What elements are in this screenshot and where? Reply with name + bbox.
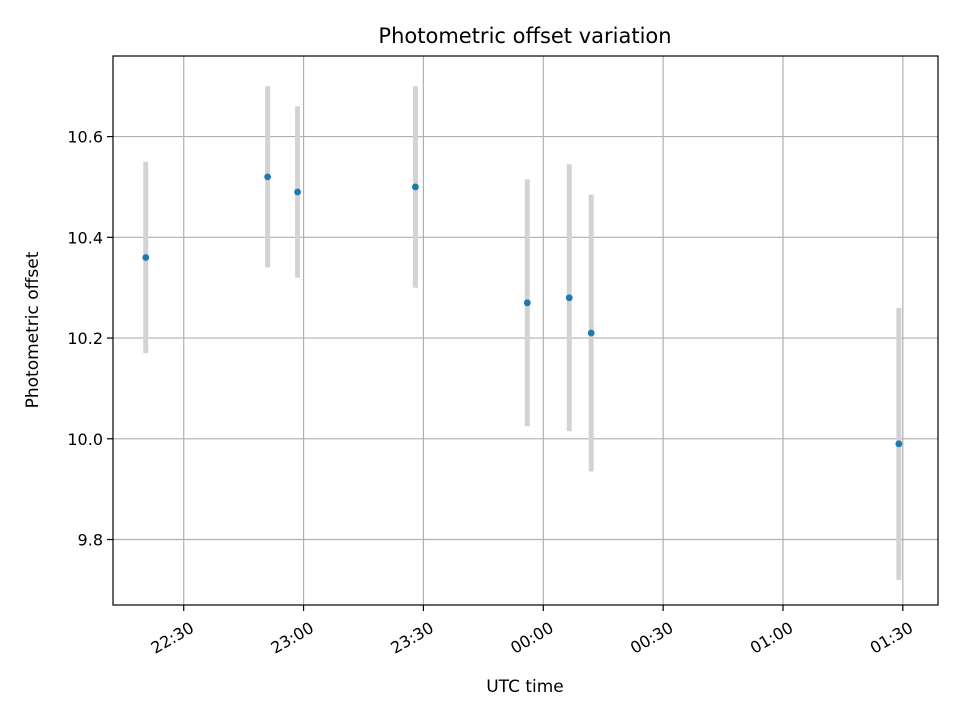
y-axis-ticks: 9.8 10.0 10.2 10.4 10.6 [67,128,113,550]
data-point [587,329,595,337]
data-point [895,440,903,448]
y-axis-label: Photometric offset [23,251,43,408]
x-axis-label: UTC time [486,677,564,697]
point-layer [142,173,903,448]
plot-frame [112,55,939,606]
y-tick-label: 10.0 [67,430,103,449]
y-tick-label: 10.6 [67,128,103,147]
y-tick-label: 10.2 [67,329,103,348]
data-point [565,294,573,302]
chart-title: Photometric offset variation [378,24,671,48]
data-point [412,183,419,191]
y-tick-label: 10.4 [67,228,103,247]
grid-layer [113,56,938,605]
data-point [264,173,272,181]
data-point [294,188,301,196]
data-point [523,299,531,307]
y-tick-label: 9.8 [78,531,103,550]
data-point [142,254,150,261]
